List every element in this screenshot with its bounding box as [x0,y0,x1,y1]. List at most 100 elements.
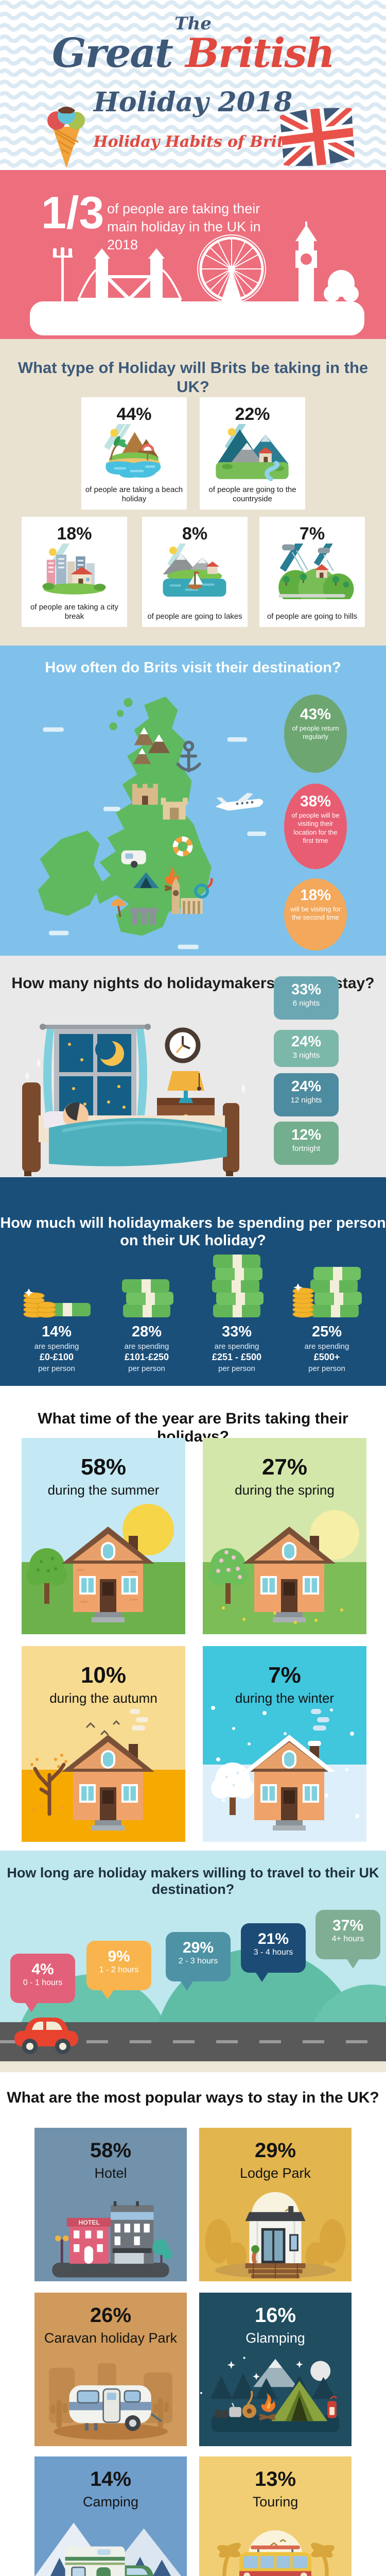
season-percent: 58% [80,1454,127,1480]
spend-post: per person [218,1364,255,1373]
season-percent: 7% [268,1663,301,1688]
spend-col-3: 33% are spending £251 - £500 per person [193,1255,280,1373]
pill-percent: 24% [291,1078,322,1095]
stay-percent: 26% [90,2304,132,2327]
stay-percent: 16% [254,2304,296,2327]
bedroom-illustration [22,1024,245,1176]
beach-label: of people are taking a beach holiday [85,485,183,504]
lakes-label: of people are going to lakes [147,612,242,621]
season-label: during the spring [235,1482,335,1498]
spend-col-4: 25% are spending £500+ per person [283,1255,371,1373]
stay-card-hotel: 58% Hotel HOTEL [34,2128,187,2281]
spend-post: per person [128,1364,165,1373]
travel-bubble-2-3: 29% 2 - 3 hours [166,1932,231,1991]
type-card-countryside: 22% of people are going to the countrysi… [200,397,305,510]
stay-title: What are the most popular ways to stay i… [7,2089,379,2106]
stat-label: will be visiting for the second time [290,905,341,922]
title-word-british: British [185,30,335,77]
stat-first-time: 38% of people will be visiting their loc… [284,784,347,869]
season-card-spring: 27% during the spring [203,1438,366,1634]
camping-rv-illustration [35,2522,182,2576]
frequency-title: How often do Brits visit their destinati… [45,659,341,676]
season-label: during the autumn [49,1690,157,1706]
uk-map-illustration [38,696,266,950]
stat-return-regularly: 43% of people return regularly [284,694,347,773]
spend-col-2: 28% are spending £101-£250 per person [103,1255,190,1373]
pill-label: 3 nights [292,1051,320,1060]
stay-card-glamping: 16% Glamping [199,2293,352,2446]
chimney-smoke-icon [311,1709,329,1731]
stay-label: Glamping [245,2330,305,2346]
pill-12-nights: 24% 12 nights [274,1073,339,1116]
hotel-sign-text: HOTEL [78,2219,100,2226]
season-card-summer: 58% during the summer [22,1438,185,1634]
bubble-tail [101,1989,114,1999]
spend-post: per person [308,1364,345,1373]
stat-percent: 43% [300,706,331,723]
bubble-label: 3 - 4 hours [253,1948,293,1957]
type-card-beach: 44% of people are taking a beach hol [81,397,187,510]
travel-bubble-0-1: 4% 0 - 1 hours [10,1954,75,2012]
season-card-winter: 7% during the winter [203,1646,366,1842]
pill-label: fortnight [292,1144,321,1153]
car-icon [14,2018,78,2054]
pill-label: 6 nights [292,999,320,1008]
lakes-illustration [163,544,226,597]
house-illustration [243,1527,336,1622]
stay-label: Caravan holiday Park [44,2330,178,2346]
chimney-smoke-icon [130,1709,148,1731]
holiday-type-title: What type of Holiday will Brits be takin… [17,359,369,396]
stay-percent: 29% [254,2139,296,2162]
pill-fortnight: 12% fortnight [274,1122,339,1165]
season-percent: 27% [261,1454,308,1480]
lakes-percent: 8% [182,524,208,544]
stay-card-lodge: 29% Lodge Park [199,2128,352,2281]
travel-bubble-3-4: 21% 3 - 4 hours [241,1923,306,1982]
season-card-autumn: 10% during the autumn [22,1646,185,1842]
stat-label: of people will be visiting their locatio… [291,811,340,844]
bubble-percent: 9% [108,1948,130,1965]
stay-percent: 14% [90,2468,132,2490]
pill-percent: 12% [291,1127,322,1143]
bubble-label: 1 - 2 hours [99,1965,139,1974]
bare-tree-icon [28,1754,68,1816]
beach-percent: 44% [116,404,152,424]
header-section: The Great British Holiday 2018 Holiday H… [0,0,386,170]
pill-percent: 33% [291,981,322,998]
spend-percent: 28% [131,1324,162,1340]
snow-tree-icon [211,1762,254,1815]
countryside-label: of people are going to the countryside [208,485,296,504]
bubble-tail [180,1980,194,1991]
countryside-illustration [216,424,289,482]
intro-text: of people are taking their main holiday … [107,201,261,253]
pill-percent: 24% [291,1033,322,1050]
spend-pre: are spending [214,1342,259,1351]
money-large-icon [212,1255,264,1317]
spend-range: £0-£100 [39,1352,74,1362]
spend-range: £101-£250 [124,1352,169,1362]
stay-section: What are the most popular ways to stay i… [0,2072,386,2576]
type-card-hills: 7% of [259,517,365,627]
snowflakes [211,1706,359,1818]
title-holiday-2018: Holiday 2018 [93,87,293,118]
city-percent: 18% [57,524,92,544]
spend-pre: are spending [304,1342,349,1351]
intro-section: 1/3 of people are taking their main holi… [0,170,386,339]
travel-bubble-1-2: 9% 1 - 2 hours [86,1941,151,1999]
header-tagline: Holiday Habits of Brits [93,133,293,151]
bubble-label: 0 - 1 hours [23,1978,63,1987]
divider-strip [0,2061,386,2072]
seasons-section: What time of the year are Brits taking t… [0,1386,386,1851]
travel-title: How long are holiday makers willing to t… [7,1865,379,1897]
stat-label: of people return regularly [292,724,339,741]
money-xl-icon [292,1267,362,1318]
countryside-percent: 22% [235,404,270,424]
stay-card-camping: 14% Camping [34,2456,187,2576]
house-illustration [243,1735,336,1831]
season-label: during the summer [47,1482,160,1498]
nights-section: How many nights do holidaymakers plan to… [0,956,386,1177]
stat-second-time: 18% will be visiting for the second time [284,878,347,951]
stay-card-caravan: 26% Caravan holiday Park [34,2293,187,2446]
spend-percent: 25% [311,1324,342,1340]
spend-percent: 14% [41,1324,72,1340]
